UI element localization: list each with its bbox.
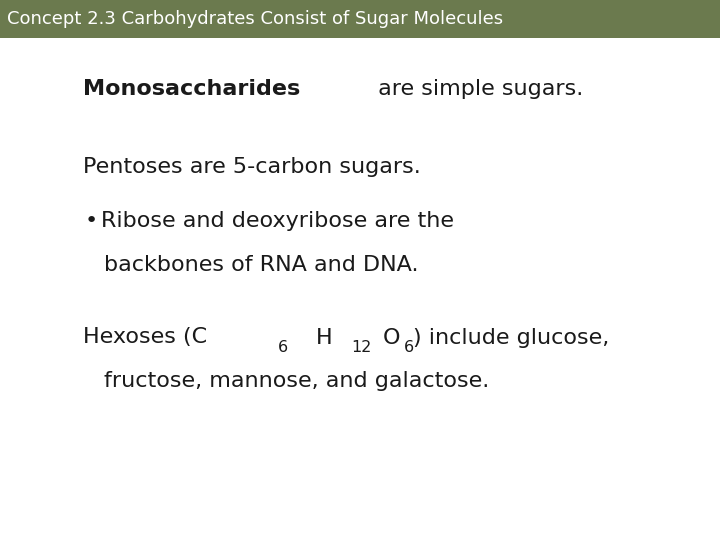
Text: 6: 6: [404, 340, 414, 355]
Text: fructose, mannose, and galactose.: fructose, mannose, and galactose.: [104, 370, 490, 391]
Text: Monosaccharides: Monosaccharides: [83, 79, 300, 99]
Bar: [0, 0, 720, 38]
Text: ) include glucose,: ) include glucose,: [413, 327, 610, 348]
Text: are simple sugars.: are simple sugars.: [372, 79, 584, 99]
Text: O: O: [383, 327, 400, 348]
Text: Concept 2.3 Carbohydrates Consist of Sugar Molecules: Concept 2.3 Carbohydrates Consist of Sug…: [7, 10, 503, 28]
Text: 6: 6: [279, 340, 289, 355]
Text: •: •: [85, 211, 98, 232]
Text: backbones of RNA and DNA.: backbones of RNA and DNA.: [104, 254, 419, 275]
Text: H: H: [316, 327, 333, 348]
Text: Pentoses are 5-carbon sugars.: Pentoses are 5-carbon sugars.: [83, 157, 420, 178]
Text: Hexoses (C: Hexoses (C: [83, 327, 207, 348]
Text: 12: 12: [351, 340, 372, 355]
Text: Ribose and deoxyribose are the: Ribose and deoxyribose are the: [101, 211, 454, 232]
